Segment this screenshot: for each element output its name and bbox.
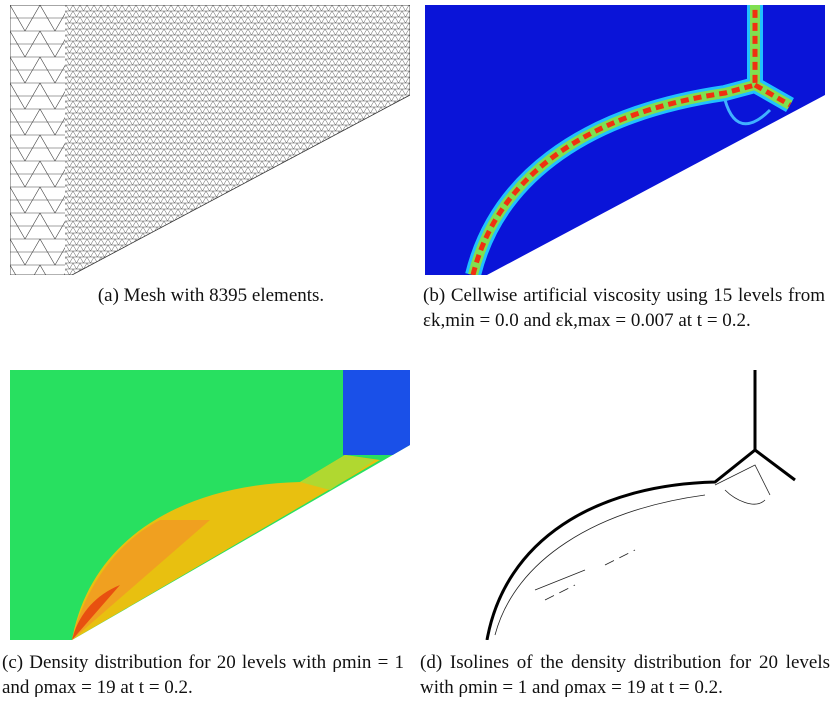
caption-text: Isolines of the density distribution for… (420, 652, 830, 698)
caption-label: (d) (420, 652, 442, 673)
caption-text: Mesh with 8395 elements. (124, 285, 325, 306)
caption: (a) Mesh with 8395 elements. (10, 283, 412, 308)
viscosity-plot (425, 5, 825, 275)
caption: (c) Density distribution for 20 levels w… (2, 650, 404, 700)
figure: (a) Mesh with 8395 elements. (b) Cellwis… (0, 0, 833, 701)
caption: (d) Isolines of the density distribution… (420, 650, 830, 700)
caption-text: Density distribution for 20 levels with … (2, 652, 404, 698)
caption-label: (a) (98, 285, 119, 306)
caption: (b) Cellwise artificial viscosity using … (423, 283, 825, 333)
caption-text: Cellwise artificial viscosity using 15 l… (423, 285, 825, 331)
caption-label: (b) (423, 285, 445, 306)
density-plot (10, 370, 410, 640)
isolines-plot (425, 370, 825, 640)
mesh-plot (10, 5, 410, 275)
caption-label: (c) (2, 652, 23, 673)
